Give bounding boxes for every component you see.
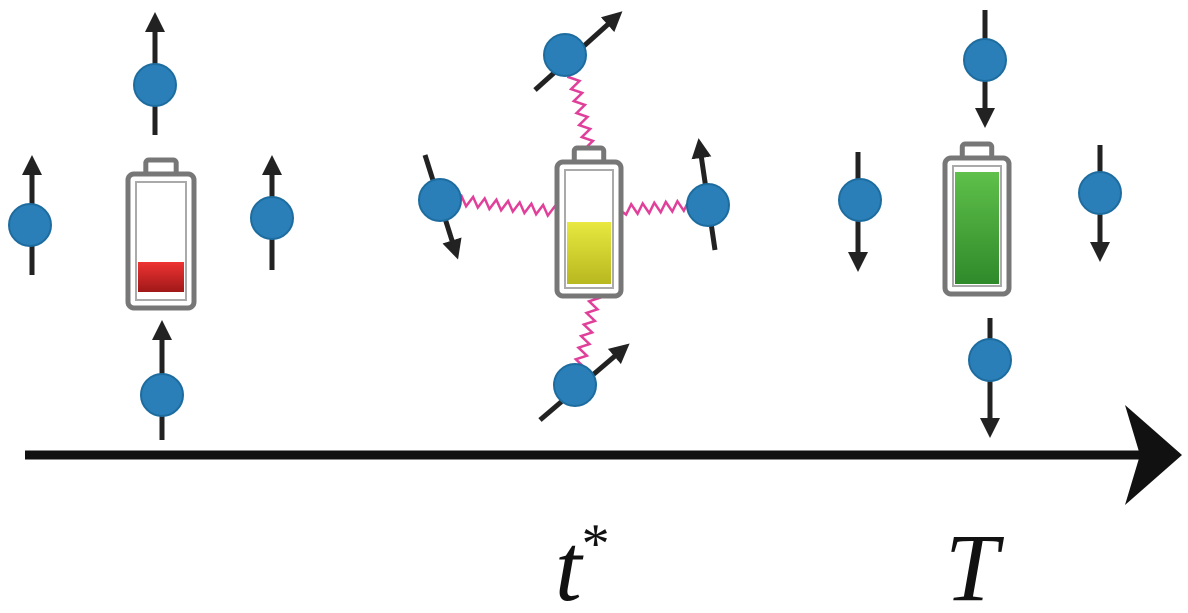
battery-charge <box>955 172 999 284</box>
label-superscript: * <box>582 513 610 575</box>
spin <box>554 364 596 406</box>
spin <box>419 179 461 221</box>
spin <box>969 339 1011 381</box>
t-star-label: t* <box>555 513 610 613</box>
battery-charge <box>138 262 184 292</box>
spring <box>620 200 695 214</box>
spin <box>141 374 183 416</box>
label-text: t <box>555 514 584 613</box>
t-label: T <box>945 514 1005 613</box>
spring <box>455 196 560 216</box>
spin <box>134 64 176 106</box>
spin <box>964 39 1006 81</box>
spin <box>839 179 881 221</box>
layout <box>9 10 1121 440</box>
spin <box>687 184 729 226</box>
spin <box>1079 172 1121 214</box>
battery-charge <box>567 222 611 284</box>
spin <box>251 197 293 239</box>
diagram: t* T <box>0 0 1188 613</box>
spin <box>544 34 586 76</box>
spin <box>9 204 51 246</box>
